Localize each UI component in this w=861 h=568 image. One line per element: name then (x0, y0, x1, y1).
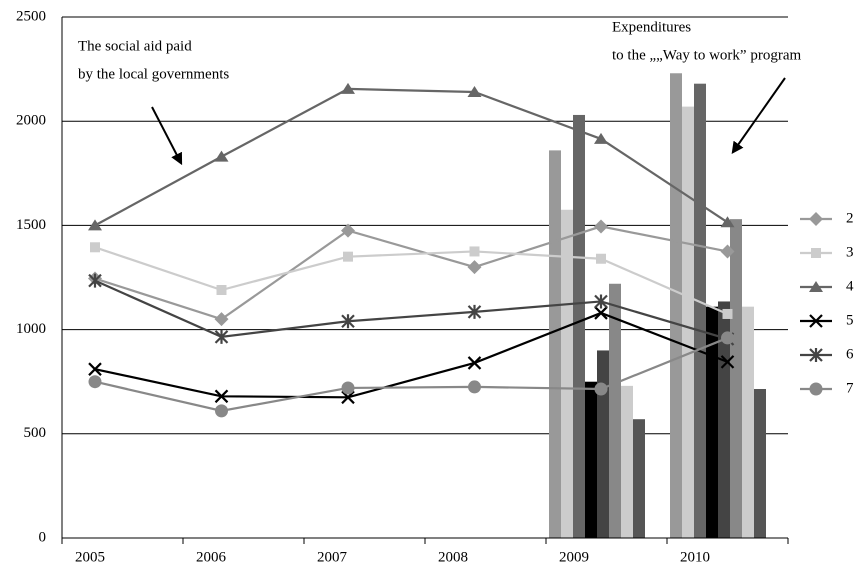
annotation: Expenditures (612, 19, 691, 35)
x-tick-label: 2009 (559, 549, 589, 565)
bar (682, 106, 694, 538)
marker (467, 86, 482, 98)
y-tick-label: 2500 (16, 8, 46, 24)
marker (88, 375, 102, 389)
bar (561, 209, 573, 538)
marker (809, 281, 823, 292)
x-tick-label: 2005 (75, 549, 105, 565)
bar (694, 83, 706, 539)
annotation: to the „„Way to work” program (612, 47, 801, 63)
legend-label: 2 (846, 210, 854, 226)
series-line (94, 225, 728, 321)
bar (573, 114, 585, 538)
marker (594, 306, 608, 320)
marker (594, 219, 608, 234)
y-tick-label: 500 (24, 425, 47, 441)
marker (596, 253, 606, 264)
x-tick-label: 2006 (196, 549, 227, 565)
marker (594, 294, 608, 309)
series-line (94, 246, 728, 315)
marker (214, 150, 229, 162)
marker (469, 246, 480, 257)
marker (214, 312, 229, 327)
marker (467, 304, 482, 319)
marker (215, 404, 228, 418)
x-tick-label: 2008 (438, 549, 468, 565)
series-line (94, 87, 729, 227)
marker (467, 356, 482, 370)
marker (214, 389, 229, 404)
marker (341, 223, 355, 238)
y-tick-label: 0 (39, 529, 47, 545)
marker (594, 132, 608, 144)
bar (754, 388, 766, 538)
bar (549, 150, 561, 538)
bar (609, 283, 621, 538)
legend-label: 4 (846, 278, 854, 294)
marker (341, 390, 355, 405)
bar (742, 306, 754, 538)
marker (809, 348, 823, 362)
bar (670, 73, 682, 538)
x-tick-label: 2010 (680, 549, 710, 565)
marker (467, 260, 482, 275)
marker (343, 251, 353, 262)
annotation: The social aid paid (78, 38, 192, 54)
marker (90, 242, 100, 253)
marker (88, 362, 102, 376)
bar (585, 381, 597, 538)
series-line (94, 336, 728, 412)
marker (811, 248, 821, 258)
marker (88, 219, 102, 231)
series-line (94, 279, 728, 341)
y-tick-label: 1000 (16, 321, 46, 337)
marker (214, 329, 229, 344)
marker (809, 212, 823, 226)
bar (621, 385, 633, 538)
marker (720, 216, 735, 228)
marker (88, 273, 102, 288)
marker (720, 355, 735, 369)
y-tick-label: 2000 (16, 113, 46, 129)
bar (706, 306, 718, 538)
bar (633, 419, 645, 538)
bar (597, 350, 609, 538)
arrow (151, 106, 183, 166)
marker (722, 308, 733, 319)
marker (720, 244, 735, 259)
series-line (94, 311, 728, 399)
legend-label: 5 (846, 312, 854, 328)
marker (809, 382, 823, 396)
marker (216, 285, 227, 296)
legend-label: 7 (846, 380, 854, 396)
marker (468, 380, 481, 394)
x-tick-label: 2007 (317, 549, 348, 565)
y-tick-label: 1500 (16, 217, 46, 233)
marker (809, 314, 823, 328)
annotation: by the local governments (78, 66, 229, 82)
legend-label: 6 (846, 346, 854, 362)
marker (721, 331, 734, 345)
marker (341, 314, 355, 329)
arrow (731, 77, 786, 154)
marker (341, 82, 355, 94)
marker (341, 381, 355, 395)
legend-label: 3 (846, 244, 854, 260)
bar (730, 219, 742, 538)
marker (594, 382, 608, 396)
